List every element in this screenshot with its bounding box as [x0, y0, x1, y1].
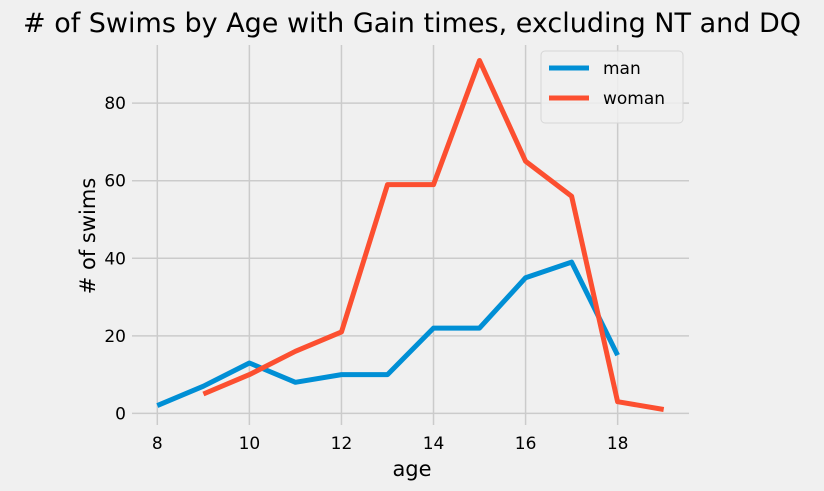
legend-label-woman: woman: [603, 89, 665, 109]
x-axis-label: age: [392, 457, 431, 481]
y-tick-label: 20: [104, 327, 126, 347]
x-tick-label: 16: [515, 434, 537, 454]
series-lines: [156, 58, 665, 412]
tick-labels: 8 10 12 14 16 18 0 20 40 60 80: [104, 94, 628, 454]
y-tick-label: 40: [104, 249, 126, 269]
legend-label-man: man: [603, 59, 641, 79]
legend: man woman: [540, 50, 684, 124]
x-tick-label: 14: [423, 434, 445, 454]
x-tick-label: 12: [331, 434, 353, 454]
series-line-man: [156, 259, 620, 408]
y-axis-label: # of swims: [76, 178, 100, 295]
series-line-woman: [202, 58, 665, 412]
y-tick-label: 80: [104, 94, 126, 114]
chart-title: # of Swims by Age with Gain times, exclu…: [23, 8, 801, 39]
y-tick-label: 0: [115, 404, 126, 424]
y-tick-label: 60: [104, 172, 126, 192]
x-tick-label: 8: [152, 434, 163, 454]
x-tick-label: 18: [607, 434, 629, 454]
x-tick-label: 10: [239, 434, 261, 454]
